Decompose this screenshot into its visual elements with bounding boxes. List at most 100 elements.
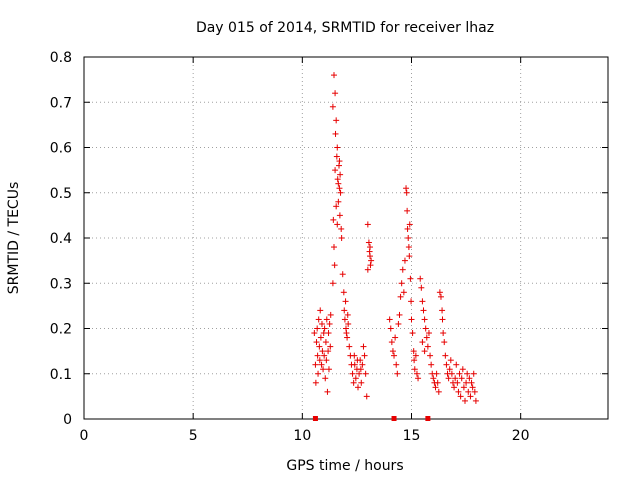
data-point [335,198,342,205]
x-tick-label: 10 [293,428,311,444]
data-point [465,388,472,395]
data-point [317,334,324,341]
data-point [327,311,334,318]
data-point [329,280,336,287]
data-point [330,216,337,223]
data-point [389,348,396,355]
data-point [451,384,458,391]
data-point [355,384,362,391]
data-point [404,207,411,214]
data-point [408,298,415,305]
data-point [411,366,418,373]
data-point [417,275,424,282]
data-point [316,343,323,350]
data-point [332,130,339,137]
data-point [422,325,429,332]
data-point [362,370,369,377]
data-point [319,348,326,355]
data-point [322,375,329,382]
data-point [336,185,343,192]
data-point [359,361,366,368]
y-tick-label: 0.7 [50,95,72,111]
data-point [405,244,412,251]
data-point [334,176,341,183]
data-point [442,352,449,359]
data-point [311,330,318,337]
data-point [440,330,447,337]
data-point [327,343,334,350]
data-point [360,343,367,350]
data-point [460,384,467,391]
data-point [322,339,329,346]
data-point [396,311,403,318]
data-point [332,90,339,97]
data-point [399,266,406,273]
x-tick-label: 5 [189,428,198,444]
data-point [425,330,432,337]
data-point [424,343,431,350]
x-tick-label: 20 [512,428,530,444]
data-point [418,284,425,291]
data-point [392,334,399,341]
data-point [458,375,465,382]
data-point [423,334,430,341]
data-point [398,280,405,287]
data-point [447,357,454,364]
data-point [330,244,337,251]
data-point [337,171,344,178]
data-point [351,352,358,359]
data-point [469,384,476,391]
data-point [331,262,338,269]
y-tick-label: 0.6 [50,141,72,157]
data-point [333,117,340,124]
data-point [335,180,342,187]
data-point [457,393,464,400]
data-point [439,316,446,323]
y-tick-label: 0.5 [50,186,72,202]
data-point [428,361,435,368]
data-point [314,352,321,359]
data-point [433,370,440,377]
data-point [367,253,374,260]
data-point [471,388,478,395]
data-point [356,370,363,377]
y-tick-label: 0.8 [50,50,72,66]
data-point [403,185,410,192]
axes [83,56,609,420]
data-point [346,343,353,350]
data-point [415,375,422,382]
data-point [419,298,426,305]
data-point [324,388,331,395]
data-point [323,357,330,364]
data-point [368,257,375,264]
data-point [358,379,365,386]
data-point [323,316,330,323]
data-point [336,212,343,219]
data-point [339,271,346,278]
data-point [364,266,371,273]
axis-markers [312,416,431,421]
data-point [408,316,415,323]
data-point [466,375,473,382]
data-point [332,167,339,174]
data-point [430,375,437,382]
data-point [351,361,358,368]
data-point [342,298,349,305]
data-point [409,330,416,337]
data-point [401,257,408,264]
data-point [321,325,328,332]
data-point [472,397,479,404]
data-point [343,330,350,337]
data-point [336,158,343,165]
data-point [365,239,372,246]
data-point [329,103,336,110]
y-tick-label: 0.1 [50,367,72,383]
data-point [349,370,356,377]
data-point [436,289,443,296]
data-point [334,144,341,151]
data-point [467,393,474,400]
data-point [334,221,341,228]
data-point [361,352,368,359]
data-point [345,320,352,327]
